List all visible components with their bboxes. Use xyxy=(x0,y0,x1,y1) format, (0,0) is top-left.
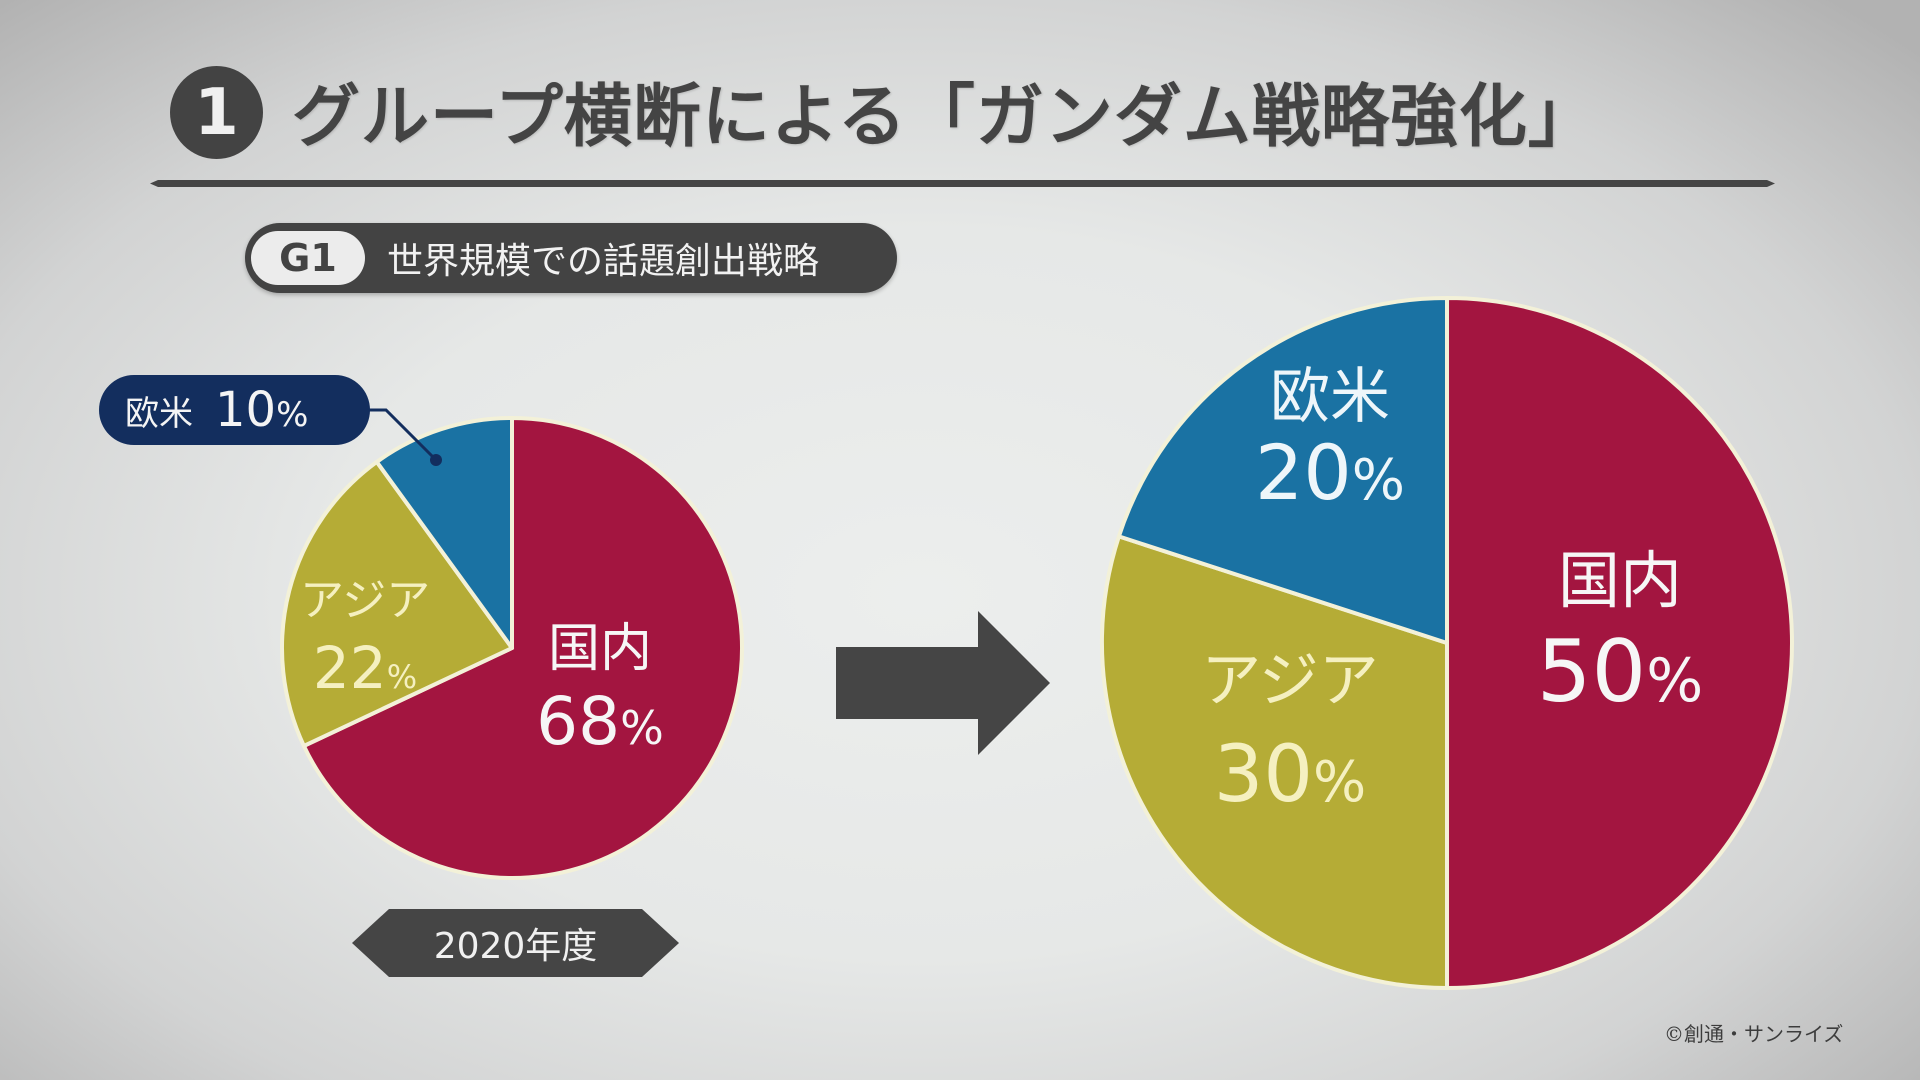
pie-slice-domestic xyxy=(301,416,744,880)
pie-left-slices xyxy=(280,416,744,880)
pie-slice-west xyxy=(1116,296,1449,645)
callout-value: 10% xyxy=(215,382,309,438)
right-pie-label-asia: アジア 30% xyxy=(1201,646,1379,820)
pie-slice-domestic xyxy=(1445,296,1794,990)
callout-label: 欧米 xyxy=(125,393,193,434)
section-number-badge: 1 xyxy=(170,66,263,159)
west-share-callout: 欧米 10% xyxy=(99,375,370,445)
section-number: 1 xyxy=(194,75,239,150)
copyright-text: ©創通・サンライズ xyxy=(1664,1022,1844,1046)
pie-slice-asia xyxy=(280,459,514,748)
pie-slice-asia xyxy=(1100,534,1449,990)
right-pie-label-west: 欧米 20% xyxy=(1255,362,1405,517)
subtitle-badge: G1 xyxy=(251,231,365,285)
callout-leader-line xyxy=(368,408,438,462)
arrow-right-icon xyxy=(836,611,1050,755)
page-title: グループ横断による「ガンダム戦略強化」 xyxy=(292,78,1597,157)
subtitle-text: 世界規模での話題創出戦略 xyxy=(387,241,820,282)
subtitle-pill: G1 世界規模での話題創出戦略 xyxy=(245,223,897,293)
pie-right-slices xyxy=(1100,296,1794,990)
left-pie-label-asia: アジア 22% xyxy=(300,575,431,703)
callout-leader-dot xyxy=(430,454,442,466)
year-tag: 2020年度 xyxy=(352,909,679,977)
title-divider xyxy=(150,180,1775,187)
left-pie-label-domestic: 国内 68% xyxy=(536,619,664,760)
pie-slice-west xyxy=(374,416,514,650)
right-pie-label-domestic: 国内 50% xyxy=(1536,544,1704,723)
